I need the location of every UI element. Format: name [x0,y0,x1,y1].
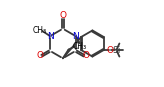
Text: N: N [72,32,79,41]
Text: CH₃: CH₃ [33,26,47,35]
Text: O: O [59,11,66,20]
Text: CH₃: CH₃ [73,42,87,52]
Text: Si: Si [113,46,121,55]
Text: O: O [36,51,43,60]
Text: N: N [47,32,53,41]
Text: O: O [107,46,114,55]
Text: O: O [83,51,90,60]
